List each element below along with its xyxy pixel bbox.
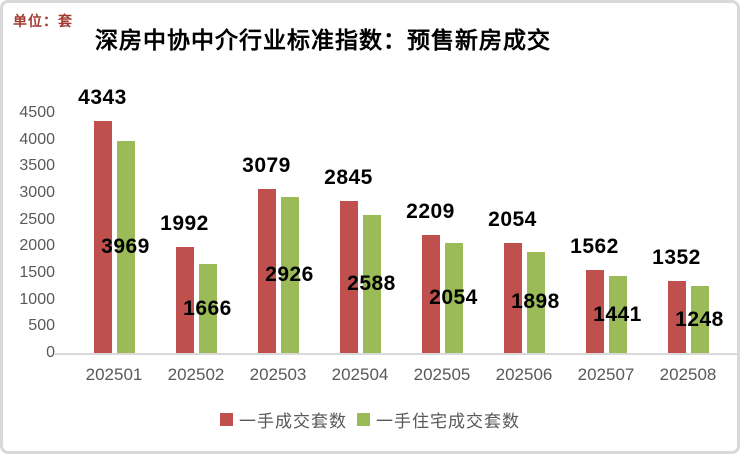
x-axis: 202501 202502 202503 202504 202505 202506 2025… (73, 365, 729, 387)
x-tick-label-202502: 202502 (167, 365, 225, 384)
x-tick-label-202504: 202504 (331, 365, 389, 384)
legend-label-series2: 一手住宅成交套数 (376, 412, 520, 431)
x-axis-line (55, 353, 737, 355)
bar-series2-202508 (690, 286, 709, 353)
y-tick-label: 3000 (19, 184, 55, 201)
legend-item-series2: 一手住宅成交套数 (357, 407, 520, 432)
bar-series1-202507 (585, 269, 604, 353)
legend: 一手成交套数 一手住宅成交套数 (3, 407, 737, 432)
x-tick-label-202506: 202506 (495, 365, 553, 384)
bar-series1-202506 (503, 243, 522, 353)
bar-series2-202506 (526, 251, 545, 353)
unit-label: 单位：套 (13, 15, 73, 30)
legend-swatch-series2 (357, 413, 370, 426)
legend-swatch-series1 (220, 413, 233, 426)
value-label-series2-202502: 1666 (183, 296, 232, 320)
x-tick-label-202503: 202503 (249, 365, 307, 384)
x-tick-label-202507: 202507 (577, 365, 635, 384)
bar-series2-202503 (280, 196, 299, 353)
y-axis: 4500 4000 3500 3000 2500 2000 1500 1000 500 0 (3, 105, 55, 361)
value-label-series2-202505: 2054 (429, 286, 478, 310)
bar-series1-202502 (175, 246, 194, 353)
bar-series2-202505 (444, 243, 463, 353)
value-label-series1-202508: 1352 (652, 245, 701, 269)
value-label-series2-202508: 1248 (675, 307, 724, 331)
value-label-series1-202505: 2209 (406, 200, 455, 224)
bar-series2-202504 (362, 214, 381, 353)
y-tick-label: 1500 (19, 264, 55, 281)
bar-series2-202501 (116, 141, 135, 353)
y-tick-label: 2500 (19, 210, 55, 228)
bar-series1-202505 (421, 235, 440, 353)
value-label-series2-202507: 1441 (593, 302, 642, 326)
value-label-series2-202501: 3969 (101, 235, 150, 259)
y-tick-label: 4500 (19, 104, 55, 121)
legend-item-series1: 一手成交套数 (220, 407, 347, 432)
y-tick-label: 1000 (19, 290, 55, 308)
bar-series1-202504 (339, 201, 358, 353)
y-tick-label: 3500 (19, 157, 55, 175)
x-tick-label-202508: 202508 (659, 365, 717, 384)
y-tick-label: 4000 (19, 130, 55, 148)
value-label-series2-202504: 2588 (347, 272, 396, 295)
bar-series2-202507 (608, 276, 627, 353)
value-label-series1-202504: 2845 (324, 166, 373, 190)
value-label-series1-202506: 2054 (488, 208, 537, 232)
value-label-series1-202503: 3079 (242, 153, 291, 177)
x-tick-label-202505: 202505 (413, 365, 471, 384)
bar-series1-202503 (257, 188, 276, 353)
y-tick-label: 2000 (19, 237, 55, 255)
y-tick-label: 0 (46, 344, 55, 361)
chart-title: 深房中协中介行业标准指数：预售新房成交 (95, 28, 551, 53)
y-tick-label: 500 (28, 317, 55, 335)
bar-series1-202501 (93, 121, 112, 353)
value-label-series1-202507: 1562 (570, 234, 619, 258)
bar-series1-202508 (667, 280, 686, 353)
x-tick-label-202501: 202501 (85, 365, 143, 384)
value-label-series1-202501: 4343 (78, 86, 127, 110)
value-label-series2-202503: 2926 (265, 262, 314, 286)
value-label-series2-202506: 1898 (511, 290, 560, 314)
bar-series2-202502 (198, 264, 217, 353)
value-label-series1-202502: 1992 (160, 211, 209, 235)
legend-label-series1: 一手成交套数 (239, 412, 347, 431)
plot-area: 4343 3969 1992 1666 3079 2926 2845 2588 2209 2054… (55, 87, 737, 355)
